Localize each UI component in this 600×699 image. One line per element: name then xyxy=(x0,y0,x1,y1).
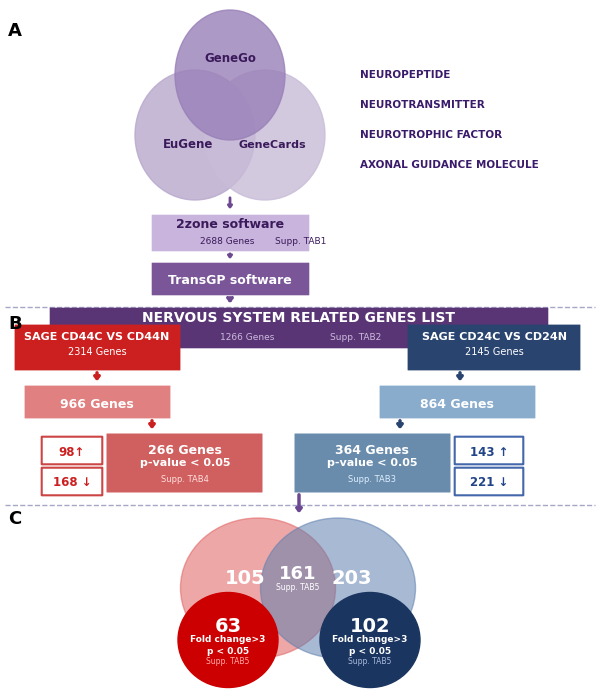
Text: NEUROTRANSMITTER: NEUROTRANSMITTER xyxy=(360,100,485,110)
FancyBboxPatch shape xyxy=(407,324,580,370)
Text: 203: 203 xyxy=(332,568,372,587)
Ellipse shape xyxy=(135,70,255,200)
Ellipse shape xyxy=(178,593,278,688)
Text: 2145 Genes: 2145 Genes xyxy=(464,347,523,357)
FancyBboxPatch shape xyxy=(42,437,103,464)
Text: C: C xyxy=(8,510,21,528)
Text: p-value < 0.05: p-value < 0.05 xyxy=(140,458,230,468)
Text: SAGE CD44C VS CD44N: SAGE CD44C VS CD44N xyxy=(25,332,170,342)
Text: NEUROTROPHIC FACTOR: NEUROTROPHIC FACTOR xyxy=(360,130,502,140)
Text: p-value < 0.05: p-value < 0.05 xyxy=(327,458,417,468)
FancyBboxPatch shape xyxy=(295,433,451,493)
Text: 143 ↑: 143 ↑ xyxy=(470,445,508,459)
Ellipse shape xyxy=(320,593,420,688)
Text: 1266 Genes: 1266 Genes xyxy=(220,333,274,342)
Ellipse shape xyxy=(205,70,325,200)
Text: Supp. TAB4: Supp. TAB4 xyxy=(161,475,209,484)
Text: 364 Genes: 364 Genes xyxy=(335,443,409,456)
Text: SAGE CD24C VS CD24N: SAGE CD24C VS CD24N xyxy=(421,332,566,342)
Text: TransGP software: TransGP software xyxy=(168,275,292,287)
Text: 864 Genes: 864 Genes xyxy=(420,398,494,410)
Text: Supp. TAB5: Supp. TAB5 xyxy=(206,658,250,667)
Text: Supp. TAB5: Supp. TAB5 xyxy=(277,582,320,591)
Text: Fold change>3: Fold change>3 xyxy=(190,635,266,644)
Text: 63: 63 xyxy=(214,617,242,637)
Text: NERVOUS SYSTEM RELATED GENES LIST: NERVOUS SYSTEM RELATED GENES LIST xyxy=(143,311,455,325)
Text: 2314 Genes: 2314 Genes xyxy=(68,347,127,357)
Ellipse shape xyxy=(181,518,335,658)
Ellipse shape xyxy=(260,518,415,658)
FancyBboxPatch shape xyxy=(152,215,310,252)
Text: Supp. TAB3: Supp. TAB3 xyxy=(348,475,396,484)
Text: GeneCards: GeneCards xyxy=(238,140,306,150)
Text: 221 ↓: 221 ↓ xyxy=(470,477,508,489)
Text: 2688 Genes: 2688 Genes xyxy=(200,236,254,245)
FancyBboxPatch shape xyxy=(455,437,523,464)
FancyBboxPatch shape xyxy=(152,263,310,295)
Text: EuGene: EuGene xyxy=(163,138,213,152)
FancyBboxPatch shape xyxy=(25,386,170,419)
Text: p < 0.05: p < 0.05 xyxy=(349,647,391,656)
FancyBboxPatch shape xyxy=(455,468,523,496)
Text: 161: 161 xyxy=(279,565,317,583)
Text: 266 Genes: 266 Genes xyxy=(148,443,222,456)
Text: 105: 105 xyxy=(224,568,265,587)
FancyBboxPatch shape xyxy=(14,324,181,370)
FancyBboxPatch shape xyxy=(50,308,548,348)
Text: A: A xyxy=(8,22,22,40)
FancyBboxPatch shape xyxy=(107,433,263,493)
Text: 102: 102 xyxy=(350,617,391,637)
FancyBboxPatch shape xyxy=(42,468,103,496)
Text: GeneGo: GeneGo xyxy=(204,52,256,64)
Text: NEUROPEPTIDE: NEUROPEPTIDE xyxy=(360,70,451,80)
Text: 2zone software: 2zone software xyxy=(176,219,284,231)
Ellipse shape xyxy=(175,10,285,140)
Text: 168 ↓: 168 ↓ xyxy=(53,477,91,489)
Text: B: B xyxy=(8,315,22,333)
FancyBboxPatch shape xyxy=(380,386,535,419)
Text: p < 0.05: p < 0.05 xyxy=(207,647,249,656)
Text: Supp. TAB1: Supp. TAB1 xyxy=(275,236,326,245)
Text: AXONAL GUIDANCE MOLECULE: AXONAL GUIDANCE MOLECULE xyxy=(360,160,539,170)
Text: Fold change>3: Fold change>3 xyxy=(332,635,407,644)
Text: 966 Genes: 966 Genes xyxy=(60,398,134,410)
Text: 98↑: 98↑ xyxy=(59,445,85,459)
Text: Supp. TAB2: Supp. TAB2 xyxy=(330,333,381,342)
Text: Supp. TAB5: Supp. TAB5 xyxy=(349,658,392,667)
